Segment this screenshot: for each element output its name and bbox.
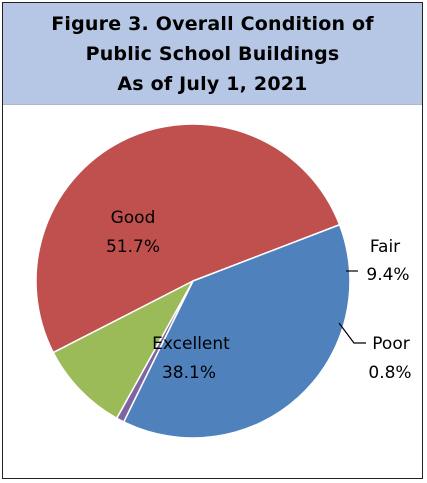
slice-label-poor: Poor <box>372 334 409 354</box>
slice-value-poor: 0.8% <box>368 363 411 383</box>
leader-lines <box>338 270 366 344</box>
slice-label-excellent: Excellent <box>152 334 230 354</box>
figure-frame: Figure 3. Overall Condition of Public Sc… <box>2 2 423 479</box>
pie-slice-excellent <box>123 223 351 439</box>
slice-value-fair: 9.4% <box>366 265 409 285</box>
figure-title-line-1: Figure 3. Overall Condition of <box>51 12 374 35</box>
leader-line-poor <box>338 322 366 344</box>
slice-label-fair: Fair <box>370 237 400 257</box>
pie-slice-good <box>35 123 341 354</box>
figure-title-line-2: Public School Buildings <box>85 42 340 65</box>
figure-title-band: Figure 3. Overall Condition of Public Sc… <box>3 3 422 105</box>
pie-slice-fair <box>52 280 194 420</box>
slice-label-good: Good <box>111 208 156 228</box>
pie-slices <box>35 123 351 439</box>
slice-value-excellent: 38.1% <box>162 363 216 383</box>
slice-value-good: 51.7% <box>106 237 160 257</box>
figure-title-line-3: As of July 1, 2021 <box>117 72 308 95</box>
